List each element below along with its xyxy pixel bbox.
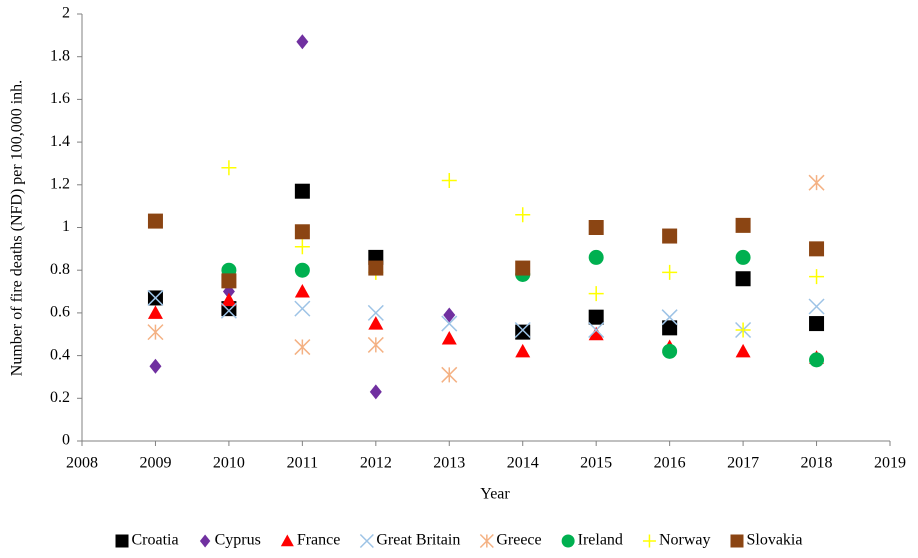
marker bbox=[661, 309, 678, 326]
marker bbox=[662, 228, 678, 244]
marker bbox=[809, 269, 825, 285]
y-tick-label: 0.4 bbox=[50, 346, 70, 363]
marker bbox=[515, 343, 531, 358]
marker bbox=[294, 339, 311, 356]
marker bbox=[294, 284, 310, 298]
x-tick-label: 2019 bbox=[874, 455, 906, 472]
marker bbox=[735, 343, 751, 358]
marker bbox=[588, 309, 604, 325]
x-tick-label: 2008 bbox=[66, 455, 98, 472]
marker bbox=[221, 292, 237, 307]
marker bbox=[368, 260, 384, 276]
marker bbox=[515, 260, 531, 276]
marker bbox=[221, 273, 237, 289]
marker bbox=[588, 321, 605, 339]
marker bbox=[367, 304, 384, 321]
x-tick-label: 2015 bbox=[580, 455, 612, 472]
marker bbox=[730, 534, 744, 548]
y-tick-label: 1.6 bbox=[50, 90, 70, 107]
x-tick-label: 2014 bbox=[507, 455, 539, 472]
marker bbox=[735, 217, 751, 233]
y-tick-label: 2 bbox=[62, 5, 70, 22]
marker bbox=[367, 336, 384, 353]
x-tick-label: 2017 bbox=[727, 455, 759, 472]
marker bbox=[588, 286, 604, 302]
y-tick-label: 1.4 bbox=[50, 133, 70, 150]
marker bbox=[221, 160, 237, 176]
marker bbox=[280, 534, 294, 547]
legend-label: Norway bbox=[659, 532, 711, 549]
y-tick-label: 1.8 bbox=[50, 47, 70, 64]
legend-label: Great Britain bbox=[376, 532, 460, 549]
marker bbox=[642, 534, 656, 548]
x-axis-label: Year bbox=[480, 486, 510, 503]
marker bbox=[441, 366, 458, 383]
marker bbox=[441, 331, 457, 345]
x-tick-label: 2011 bbox=[287, 455, 318, 472]
marker bbox=[294, 300, 311, 317]
marker bbox=[296, 34, 309, 50]
marker bbox=[735, 271, 751, 287]
x-tick-label: 2012 bbox=[360, 455, 392, 472]
legend-label: France bbox=[297, 532, 341, 549]
y-axis-label: Number of fire deaths (NFD) per 100,000 … bbox=[9, 80, 26, 376]
marker bbox=[735, 249, 751, 265]
x-tick-label: 2009 bbox=[139, 455, 171, 472]
marker bbox=[662, 343, 678, 359]
marker bbox=[369, 384, 382, 400]
marker bbox=[147, 324, 164, 341]
marker bbox=[809, 352, 825, 368]
marker bbox=[294, 262, 310, 278]
marker bbox=[809, 241, 825, 257]
y-tick-label: 0 bbox=[62, 432, 70, 449]
marker bbox=[147, 305, 163, 319]
marker bbox=[220, 302, 237, 319]
x-tick-label: 2016 bbox=[654, 455, 686, 472]
marker bbox=[662, 264, 678, 280]
marker bbox=[147, 213, 163, 229]
legend-label: Greece bbox=[496, 532, 541, 549]
marker bbox=[115, 534, 129, 548]
marker bbox=[735, 322, 751, 338]
marker bbox=[359, 533, 374, 549]
legend-label: Slovakia bbox=[746, 532, 802, 549]
x-tick-label: 2013 bbox=[433, 455, 465, 472]
marker bbox=[588, 220, 604, 235]
marker bbox=[515, 207, 531, 223]
y-tick-label: 0.2 bbox=[50, 389, 70, 406]
marker bbox=[588, 249, 604, 265]
marker bbox=[515, 324, 531, 340]
legend-label: Ireland bbox=[578, 532, 623, 549]
marker bbox=[294, 224, 310, 240]
marker bbox=[514, 321, 531, 339]
marker bbox=[588, 326, 604, 341]
legend-label: Cyprus bbox=[215, 532, 261, 549]
marker bbox=[149, 358, 162, 374]
marker bbox=[808, 174, 825, 191]
marker bbox=[199, 534, 211, 548]
y-tick-label: 0.8 bbox=[50, 261, 70, 278]
marker bbox=[561, 534, 575, 548]
marker bbox=[294, 239, 310, 255]
marker bbox=[294, 183, 310, 199]
x-tick-label: 2018 bbox=[801, 455, 833, 472]
y-tick-label: 1.2 bbox=[50, 175, 70, 192]
marker bbox=[147, 289, 164, 306]
marker bbox=[808, 298, 825, 315]
marker bbox=[443, 307, 456, 323]
y-tick-label: 0.6 bbox=[50, 304, 70, 321]
marker bbox=[441, 315, 458, 332]
marker bbox=[809, 316, 825, 332]
marker bbox=[368, 316, 384, 330]
y-tick-label: 1 bbox=[62, 218, 70, 235]
marker bbox=[662, 320, 678, 336]
marker bbox=[479, 533, 494, 549]
x-tick-label: 2010 bbox=[213, 455, 245, 472]
marker bbox=[441, 173, 457, 189]
legend-label: Croatia bbox=[132, 532, 179, 549]
